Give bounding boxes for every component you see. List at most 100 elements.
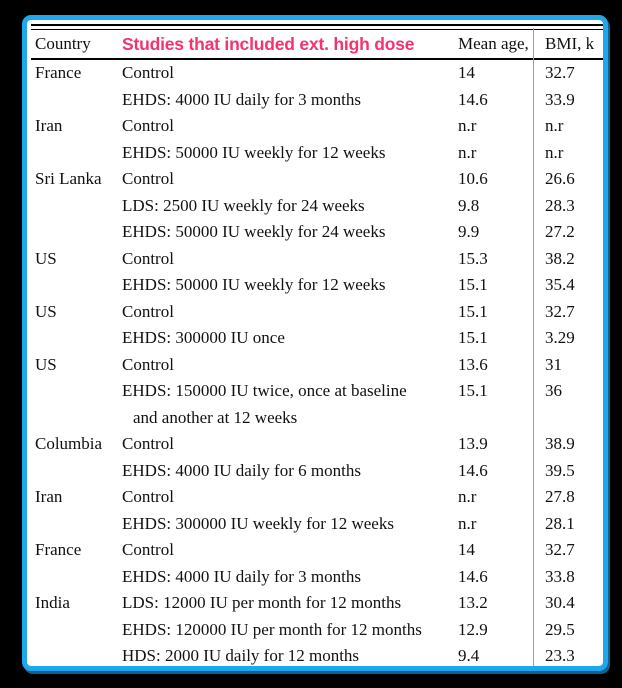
country-cell: [35, 511, 122, 538]
table-row: Iran Control n.r 27.8: [27, 484, 603, 511]
column-header-bmi: BMI, k: [545, 34, 595, 53]
bmi-cell: 3.29: [545, 328, 575, 347]
bmi-cell: 29.5: [545, 619, 575, 639]
bmi-cell: 35.4: [545, 275, 575, 294]
mean-age-cell: 15.1: [458, 301, 488, 321]
study-cell: Control: [122, 301, 174, 321]
table-area: Country Studies that included ext. high …: [27, 24, 603, 666]
country-cell: Iran: [35, 487, 63, 506]
mean-age-cell: 14.6: [458, 566, 488, 586]
table-row: France Control 14 32.7: [27, 60, 603, 87]
bmi-cell: 33.9: [545, 89, 575, 109]
mean-age-cell: 14.6: [458, 460, 488, 480]
study-cell: LDS: 2500 IU weekly for 24 weeks: [122, 195, 365, 215]
mean-age-cell: 10.6: [458, 169, 488, 188]
bmi-cell: 39.5: [545, 460, 575, 480]
country-cell: [35, 458, 122, 485]
mean-age-cell: 12.9: [458, 619, 488, 639]
bmi-cell: 27.2: [545, 222, 575, 241]
table-row: EHDS: 50000 IU weekly for 12 weeks n.r n…: [27, 140, 603, 167]
study-cell: EHDS: 120000 IU per month for 12 months: [122, 619, 422, 639]
study-cell: EHDS: 50000 IU weekly for 24 weeks: [122, 222, 386, 241]
mean-age-cell: 15.1: [458, 275, 488, 294]
bmi-cell: 28.1: [545, 513, 575, 533]
study-cell: EHDS: 50000 IU weekly for 12 weeks: [122, 142, 386, 162]
country-cell: Sri Lanka: [35, 169, 102, 188]
table-row: France Control 14 32.7: [27, 537, 603, 564]
mean-age-cell: n.r: [458, 142, 477, 162]
mean-age-cell: 13.9: [458, 434, 488, 453]
table-row: Iran Control n.r n.r: [27, 113, 603, 140]
country-cell: [35, 87, 122, 114]
study-cell: Control: [122, 540, 174, 559]
country-cell: [35, 564, 122, 591]
bmi-cell: 33.8: [545, 566, 575, 586]
bmi-cell: n.r: [545, 142, 564, 162]
column-header-mean-age: Mean age,: [458, 34, 529, 53]
country-cell: Iran: [35, 116, 63, 135]
bmi-cell: 32.7: [545, 540, 575, 559]
bmi-cell: 26.6: [545, 169, 575, 188]
table-row: US Control 15.3 38.2: [27, 246, 603, 273]
table-figure-frame: Country Studies that included ext. high …: [22, 15, 608, 671]
bmi-cell: 30.4: [545, 593, 575, 612]
mean-age-cell: n.r: [458, 116, 477, 135]
study-cell: HDS: 2000 IU daily for 12 months: [122, 646, 360, 665]
mean-age-cell: 13.2: [458, 593, 488, 612]
bmi-cell: 32.7: [545, 63, 575, 82]
study-cell: Control: [122, 169, 174, 188]
study-cell: EHDS: 4000 IU daily for 6 months: [122, 460, 361, 480]
table-row: HDS: 2000 IU daily for 12 months 9.4 23.…: [27, 643, 603, 666]
bmi-cell: 23.3: [545, 646, 575, 665]
mean-age-cell: 15.1: [458, 381, 488, 400]
table-row: US Control 15.1 32.7: [27, 299, 603, 326]
mean-age-cell: n.r: [458, 487, 477, 506]
country-cell: France: [35, 540, 82, 559]
table-row: LDS: 2500 IU weekly for 24 weeks 9.8 28.…: [27, 193, 603, 220]
mean-age-cell: n.r: [458, 513, 477, 533]
header-bottom-rule: [31, 58, 603, 60]
country-cell: US: [35, 354, 57, 374]
table-row: EHDS: 300000 IU weekly for 12 weeks n.r …: [27, 511, 603, 538]
mean-age-cell: 14.6: [458, 89, 488, 109]
bmi-cell: 32.7: [545, 301, 575, 321]
bmi-cell: 38.9: [545, 434, 575, 453]
country-cell: France: [35, 63, 82, 82]
mean-age-cell: 15.1: [458, 328, 488, 347]
study-cell: EHDS: 50000 IU weekly for 12 weeks: [122, 275, 386, 294]
study-cell-wrapped-line: and another at 12 weeks: [133, 407, 298, 427]
country-cell: US: [35, 301, 57, 321]
table-row: EHDS: 150000 IU twice, once at baseline a…: [27, 378, 603, 431]
study-cell: EHDS: 150000 IU twice, once at baseline a…: [122, 378, 458, 431]
country-cell: [35, 272, 122, 299]
table-row: Sri Lanka Control 10.6 26.6: [27, 166, 603, 193]
country-cell: [35, 643, 122, 666]
study-cell: Control: [122, 248, 174, 268]
mean-age-cell: 14: [458, 540, 475, 559]
study-cell: EHDS: 4000 IU daily for 3 months: [122, 89, 361, 109]
table-row: US Control 13.6 31: [27, 352, 603, 379]
table-row: EHDS: 50000 IU weekly for 12 weeks 15.1 …: [27, 272, 603, 299]
study-cell: Control: [122, 487, 174, 506]
mean-age-cell: 9.9: [458, 222, 480, 241]
country-cell: [35, 325, 122, 352]
country-cell: [35, 140, 122, 167]
country-cell: [35, 219, 122, 246]
country-cell: [35, 378, 122, 431]
mean-age-cell: 14: [458, 63, 475, 82]
bmi-cell: 27.8: [545, 487, 575, 506]
country-cell: India: [35, 593, 70, 612]
mean-age-cell: 15.3: [458, 248, 488, 268]
study-cell: EHDS: 300000 IU once: [122, 328, 285, 347]
table-top-rule-secondary: [31, 29, 603, 30]
country-cell: Columbia: [35, 434, 103, 453]
study-cell: Control: [122, 63, 174, 82]
country-cell: US: [35, 248, 57, 268]
study-cell: Control: [122, 354, 174, 374]
bmi-cell: 38.2: [545, 248, 575, 268]
table-row: India LDS: 12000 IU per month for 12 mon…: [27, 590, 603, 617]
country-cell: [35, 617, 122, 644]
table-body: France Control 14 32.7 EHDS: 4000 IU dai…: [27, 60, 603, 666]
table-header-row: Country Studies that included ext. high …: [27, 30, 603, 58]
table-row: EHDS: 4000 IU daily for 6 months 14.6 39…: [27, 458, 603, 485]
